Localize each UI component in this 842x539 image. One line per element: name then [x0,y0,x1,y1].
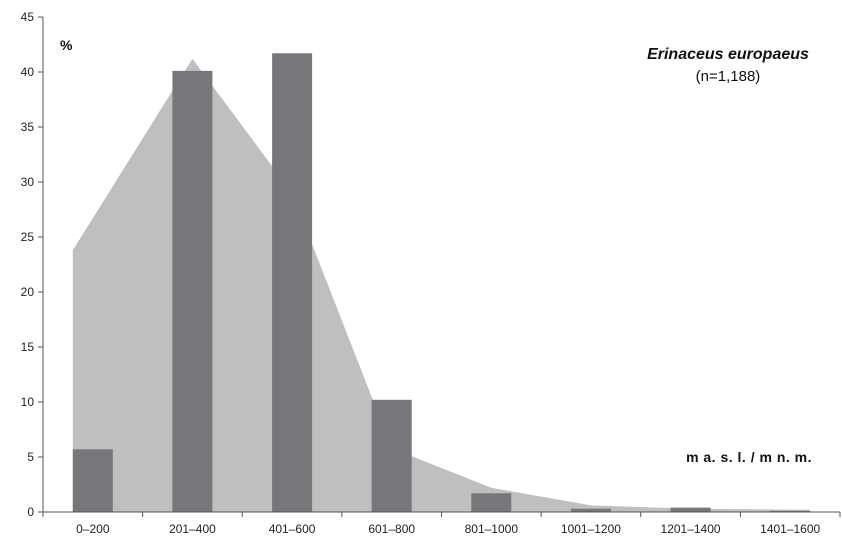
x-tick-label: 401–600 [269,522,316,536]
x-axis-unit-label: m a. s. l. / m n. m. [686,449,812,465]
x-tick-label: 601–800 [368,522,415,536]
chart-title: Erinaceus europaeus [647,46,809,63]
axis-layer [38,16,841,517]
x-tick-label: 1201–1400 [661,522,721,536]
area-layer [72,58,811,513]
y-tick-label: 5 [27,450,34,464]
x-tick-label: 0–200 [76,522,110,536]
y-axis-label: % [60,37,73,53]
y-tick-label: 40 [21,65,35,79]
x-tick-label: 1001–1200 [561,522,621,536]
bar-4 [371,399,412,512]
y-tick-label: 10 [21,395,35,409]
chart-subtitle: (n=1,188) [696,68,761,85]
bar-3 [272,53,313,513]
y-tick-label: 35 [21,120,35,134]
y-tick-label: 25 [21,230,35,244]
area-series [72,58,811,513]
bar-1 [72,449,113,512]
x-tick-labels: 0–200 201–400 401–600 601–800 801–1000 1001–1… [76,522,820,536]
bar-5 [471,493,512,512]
x-tick-label: 1401–1600 [760,522,820,536]
x-tick-label: 801–1000 [465,522,519,536]
y-tick-label: 15 [21,340,35,354]
y-tick-labels: 0 5 10 15 20 25 30 35 40 45 [21,10,35,519]
bar-layer [72,53,811,513]
y-tick-label: 45 [21,10,35,24]
x-tick-label: 201–400 [169,522,216,536]
y-tick-label: 20 [21,285,35,299]
bar-7 [670,507,711,512]
y-tick-label: 0 [27,505,34,519]
y-tick-label: 30 [21,175,35,189]
bar-2 [172,70,213,513]
bar-6 [570,508,611,512]
